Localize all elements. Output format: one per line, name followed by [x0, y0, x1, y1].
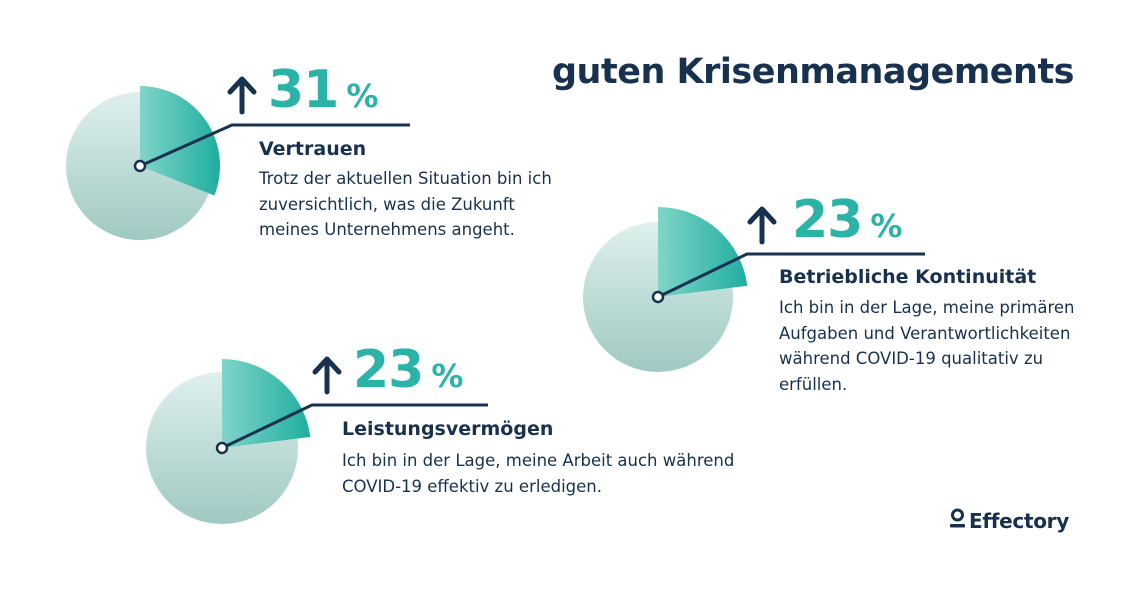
leader-line — [139, 123, 410, 168]
percent-symbol: % — [431, 357, 464, 395]
description-line: erfüllen. — [779, 374, 848, 394]
stat-label-kontinuitaet: Betriebliche Kontinuität — [779, 266, 1037, 288]
effectory-logo: Effectory — [949, 508, 1069, 534]
description-line: zuversichtlich, was die Zukunft — [259, 194, 515, 214]
stat-percent-kontinuitaet: 23% — [792, 190, 902, 250]
pie-highlight-slice — [658, 207, 748, 297]
stat-label-leistungsvermoegen: Leistungsvermögen — [342, 418, 554, 440]
percent-value: 31 — [268, 60, 339, 120]
pie-highlight-slice — [140, 86, 220, 196]
stat-percent-leistungsvermoegen: 23% — [353, 340, 463, 400]
description-line: während COVID-19 qualitativ zu — [779, 349, 1044, 368]
description-line: Aufgaben und Verantwortlichkeiten — [779, 323, 1071, 343]
leader-dot — [651, 290, 665, 304]
description-line: Ich bin in der Lage, meine Arbeit auch w… — [342, 451, 735, 470]
leader-dot — [133, 159, 147, 173]
description-line: Ich bin in der Lage, meine primären — [779, 298, 1075, 317]
person-icon — [949, 508, 966, 534]
brand-name: Effectory — [969, 509, 1069, 533]
stat-description-vertrauen: Trotz der aktuellen Situation bin ich zu… — [259, 166, 552, 243]
percent-symbol: % — [870, 207, 903, 245]
stat-description-leistungsvermoegen: Ich bin in der Lage, meine Arbeit auch w… — [342, 448, 734, 499]
percent-value: 23 — [353, 340, 424, 400]
arrow-up-icon — [312, 356, 342, 395]
percent-value: 23 — [792, 190, 863, 250]
arrow-up-icon — [747, 206, 777, 245]
pie-highlight-slice — [222, 359, 311, 448]
stat-label-vertrauen: Vertrauen — [259, 138, 367, 160]
percent-symbol: % — [346, 77, 379, 115]
stat-percent-vertrauen: 31% — [268, 60, 378, 120]
leader-dot — [215, 441, 229, 455]
description-line: meines Unternehmens angeht. — [259, 220, 515, 239]
stat-description-kontinuitaet: Ich bin in der Lage, meine primären Aufg… — [779, 295, 1074, 397]
leader-line — [657, 252, 925, 299]
description-line: Trotz der aktuellen Situation bin ich — [259, 169, 552, 188]
leader-line — [221, 403, 488, 450]
arrow-up-icon — [227, 76, 257, 115]
page-title: guten Krisenmanagements — [552, 52, 1075, 92]
description-line: COVID-19 effektiv zu erledigen. — [342, 476, 602, 496]
